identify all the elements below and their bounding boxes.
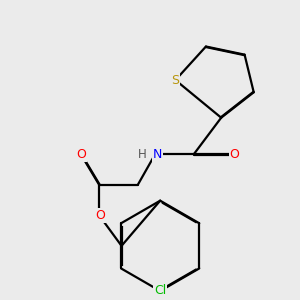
Text: H: H xyxy=(138,148,147,161)
Text: Cl: Cl xyxy=(154,284,166,298)
Text: O: O xyxy=(95,209,105,222)
Text: S: S xyxy=(171,74,179,87)
Text: O: O xyxy=(230,148,239,161)
Text: N: N xyxy=(153,148,162,161)
Text: O: O xyxy=(76,148,86,161)
